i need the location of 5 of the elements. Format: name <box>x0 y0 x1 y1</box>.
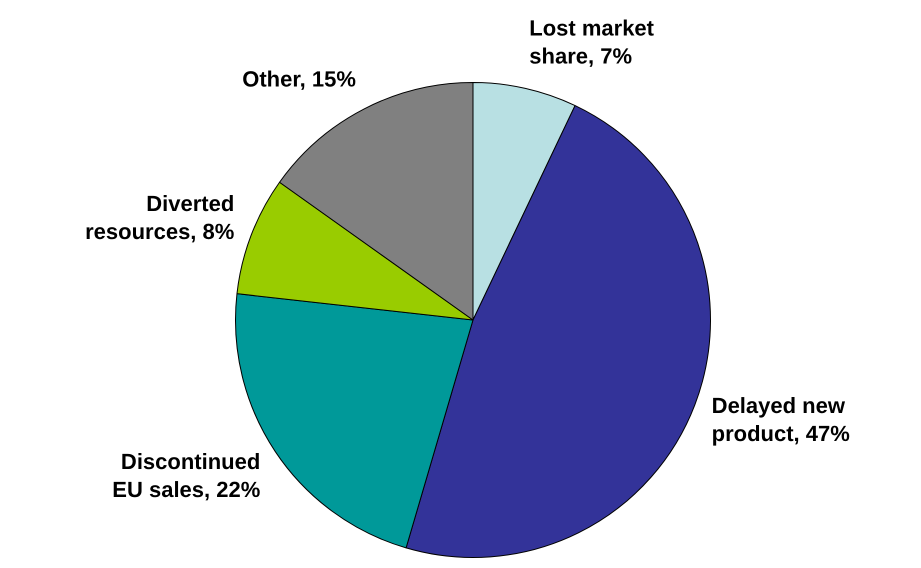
slice-label: Delayed new product, 47% <box>712 393 850 446</box>
slice-label: Lost market share, 7% <box>529 16 655 69</box>
slice-label: Discontinued EU sales, 22% <box>112 449 260 502</box>
slice-label: Other, 15% <box>242 66 356 92</box>
slice-label: Diverted resources, 8% <box>85 190 234 244</box>
